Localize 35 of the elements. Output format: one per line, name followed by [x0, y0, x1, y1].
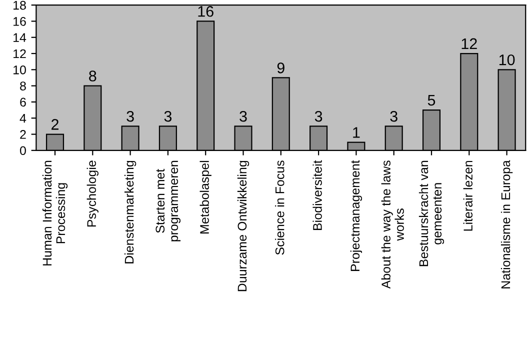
data-label: 9: [277, 62, 284, 74]
x-tick-label: Literair lezen: [463, 160, 472, 231]
y-tick-label: 2: [20, 130, 26, 139]
x-tick-label: Starten met programmeren: [156, 160, 181, 242]
x-tick-label: Projectmanagement: [350, 160, 362, 271]
data-label: 2: [52, 119, 58, 130]
y-tick-label: 10: [14, 65, 26, 74]
x-tick-label: Duurzame Ontwikkeling: [237, 160, 250, 292]
data-label: 3: [164, 110, 172, 122]
y-tick-label: 4: [20, 114, 26, 123]
data-label: 3: [240, 110, 247, 122]
x-tick-label: Psychologie: [86, 160, 98, 227]
x-tick-label: Metabolaspel: [200, 160, 212, 234]
data-label: 8: [89, 70, 96, 82]
data-label: 16: [198, 6, 214, 17]
data-label: 10: [499, 54, 515, 66]
x-tick-label: Nationalisme in Europa: [500, 160, 513, 288]
x-tick-label: Human Information Processing: [42, 160, 68, 266]
x-tick-label: Biodiversiteit: [312, 160, 322, 230]
data-label: 12: [462, 38, 477, 49]
data-label: 3: [126, 110, 134, 122]
data-label: 1: [353, 127, 360, 138]
y-tick-label: 12: [14, 49, 26, 58]
data-label: 3: [314, 110, 322, 122]
x-tick-label: Dienstenmarketing: [124, 160, 136, 264]
data-label: 3: [390, 110, 398, 122]
y-tick-label: 14: [14, 33, 26, 42]
y-tick-label: 6: [20, 98, 26, 107]
x-tick-label: About the way the laws works: [381, 160, 404, 289]
data-label: 5: [428, 94, 436, 106]
y-tick-label: 8: [20, 82, 26, 90]
y-tick-label: 18: [14, 0, 26, 10]
y-tick-label: 16: [14, 17, 26, 26]
y-tick-label: 0: [20, 146, 26, 156]
x-tick-label: Science in Focus: [275, 160, 284, 255]
